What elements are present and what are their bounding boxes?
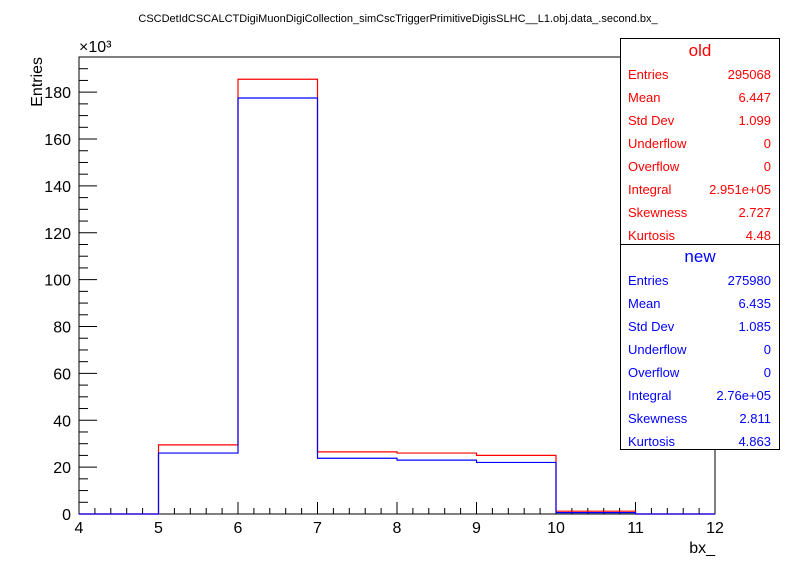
stats-label: Kurtosis [628, 228, 675, 243]
y-axis-label: Entries [29, 57, 46, 107]
stats-label: Integral [628, 388, 672, 403]
stats-row: Mean 6.435 [621, 292, 779, 315]
stats-label: Underflow [628, 136, 687, 151]
stats-label: Mean [628, 296, 661, 311]
stats-label: Integral [628, 182, 672, 197]
stats-row: Integral 2.951e+05 [621, 178, 779, 201]
x-tick-label: 5 [154, 520, 163, 537]
stats-box-new: new Entries 275980 Mean 6.435 Std Dev 1.085 Un… [620, 244, 780, 450]
stats-value: 275980 [727, 273, 771, 288]
stats-row: Skewness 2.811 [621, 407, 779, 430]
stats-label: Std Dev [628, 319, 675, 334]
y-axis-multiplier: ×10³ [79, 39, 112, 56]
stats-value: 0 [763, 365, 771, 380]
stats-label: Skewness [628, 411, 688, 426]
series-line-old [79, 78, 715, 515]
x-tick-label: 6 [234, 520, 243, 537]
stats-value: 6.435 [738, 296, 771, 311]
stats-value: 4.863 [738, 434, 771, 449]
stats-row: Integral 2.76e+05 [621, 384, 779, 407]
stats-value: 0 [763, 136, 771, 151]
stats-label: Overflow [628, 365, 680, 380]
stats-row: Entries 295068 [621, 63, 779, 86]
x-tick-label: 7 [313, 520, 322, 537]
x-tick-label: 4 [75, 520, 84, 537]
x-tick-label: 9 [472, 520, 481, 537]
x-tick-label: 12 [706, 520, 724, 537]
x-axis-label: bx_ [689, 540, 716, 557]
stats-old-name: old [688, 41, 712, 60]
stats-value: 1.085 [738, 319, 771, 334]
chart-title: CSCDetIdCSCALCTDigiMuonDigiCollection_si… [138, 13, 658, 25]
x-tick-label: 11 [627, 520, 644, 537]
stats-row: Kurtosis 4.48 [621, 224, 779, 247]
stats-value: 2.727 [738, 205, 771, 220]
y-tick-label: 0 [62, 507, 71, 524]
x-tick-label: 8 [393, 520, 402, 537]
stats-value: 6.447 [738, 90, 771, 105]
y-tick-label: 100 [44, 273, 71, 290]
stats-label: Underflow [628, 342, 687, 357]
y-tick-label: 80 [53, 320, 71, 337]
y-tick-label: 180 [44, 85, 71, 102]
stats-row: Std Dev 1.085 [621, 315, 779, 338]
stats-label: Entries [628, 273, 669, 288]
stats-label: Std Dev [628, 113, 675, 128]
stats-value: 1.099 [738, 113, 771, 128]
stats-value: 2.76e+05 [716, 388, 771, 403]
stats-row: Overflow 0 [621, 361, 779, 384]
stats-label: Skewness [628, 205, 688, 220]
stats-row: Entries 275980 [621, 269, 779, 292]
y-tick-label: 120 [44, 226, 71, 243]
stats-row: Skewness 2.727 [621, 201, 779, 224]
stats-row: Kurtosis 4.863 [621, 430, 779, 453]
stats-label: Mean [628, 90, 661, 105]
y-tick-label: 40 [53, 413, 71, 430]
y-tick-label: 140 [44, 179, 71, 196]
stats-value: 2.951e+05 [709, 182, 771, 197]
y-tick-label: 60 [53, 366, 71, 383]
stats-value: 0 [763, 342, 771, 357]
y-tick-label: 160 [44, 132, 71, 149]
stats-value: 4.48 [745, 228, 771, 243]
stats-label: Kurtosis [628, 434, 675, 449]
stats-row: Underflow 0 [621, 132, 779, 155]
stats-value: 295068 [727, 67, 771, 82]
stats-row: Underflow 0 [621, 338, 779, 361]
stats-value: 2.811 [739, 411, 771, 426]
stats-new-name: new [684, 247, 716, 266]
x-tick-label: 10 [547, 520, 565, 537]
stats-row: Overflow 0 [621, 155, 779, 178]
stats-label: Overflow [628, 159, 680, 174]
stats-label: Entries [628, 67, 669, 82]
stats-value: 0 [763, 159, 771, 174]
stats-box-old: old Entries 295068 Mean 6.447 Std Dev 1.099 Un… [620, 38, 780, 245]
series-line-new [79, 97, 715, 515]
stats-row: Mean 6.447 [621, 86, 779, 109]
stats-row: Std Dev 1.099 [621, 109, 779, 132]
y-tick-label: 20 [53, 460, 71, 477]
